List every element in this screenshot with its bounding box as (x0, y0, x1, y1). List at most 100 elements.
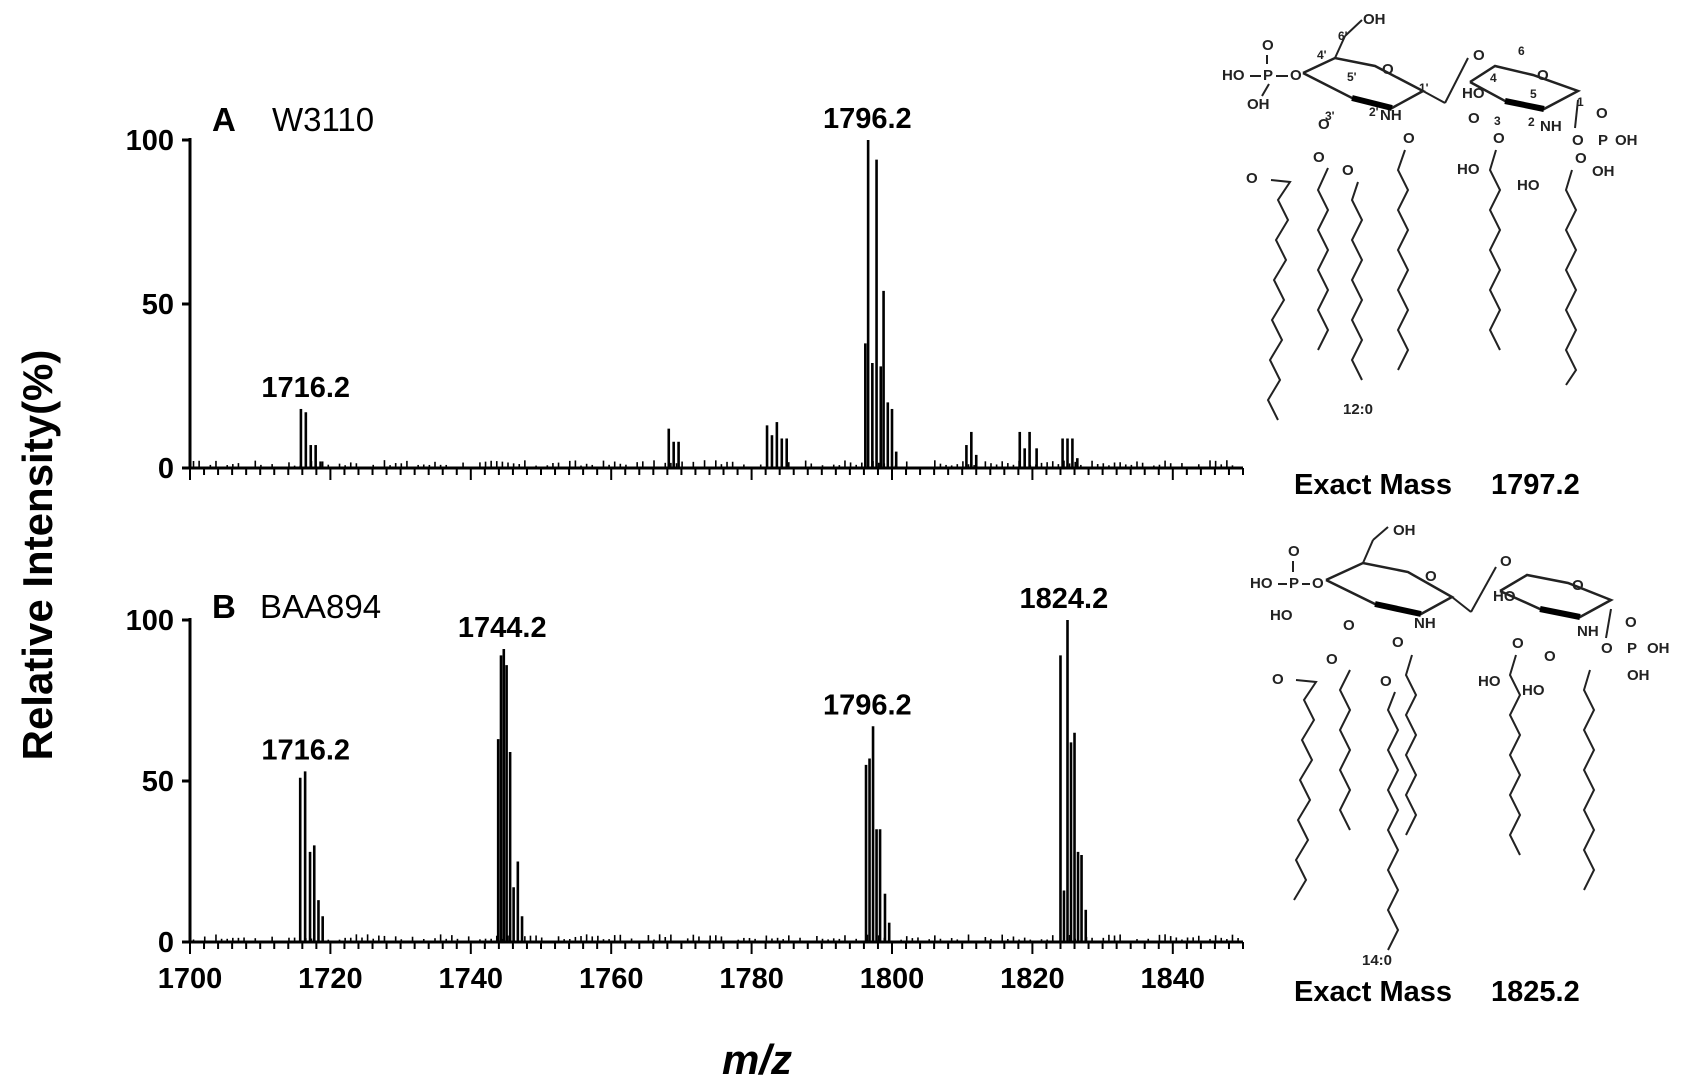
struct-b-atom: O (1601, 640, 1613, 657)
struct-a-atom: OH (1615, 132, 1638, 149)
struct-b-atom: O (1326, 651, 1338, 668)
struct-b-atom: OH (1647, 640, 1670, 657)
struct-b-atom: O (1500, 553, 1512, 570)
struct-a-atom: O (1596, 105, 1608, 122)
struct-a-atom: O (1493, 130, 1505, 147)
struct-a-atom: HO (1222, 67, 1245, 84)
lipid-a-structure-b: HO P O HO O OH O NH O O HO NH O P O OH O… (1250, 522, 1670, 969)
struct-b-atom: O (1392, 634, 1404, 651)
struct-a-atom: NH (1380, 107, 1402, 124)
struct-a-atom: O (1342, 162, 1354, 179)
struct-b-atom: P (1627, 640, 1637, 657)
struct-a-atom: OH (1592, 163, 1615, 180)
x-tick-label: 1740 (439, 963, 504, 995)
struct-b-exact-mass-value: 1825.2 (1491, 976, 1580, 1008)
struct-a-position: 6 (1518, 44, 1525, 58)
panel-b-y-tick-label: 0 (158, 927, 174, 959)
lipid-a-structure-a: HO P O OH O OH O 6' 4' 5' 3' 2' 1' NH O … (1222, 11, 1638, 421)
struct-a-position: 1 (1577, 95, 1584, 109)
x-tick-label: 1840 (1141, 963, 1206, 995)
struct-b-chain-label: 14:0 (1362, 952, 1392, 969)
struct-a-atom: O (1246, 170, 1258, 187)
struct-a-position: 3' (1325, 109, 1335, 123)
panel-a-y-tick-label: 50 (142, 289, 174, 321)
panel-a-letter: A (212, 101, 236, 138)
panel-a-spectrum: A W3110 0 50 100 1716.2 1796.2 (126, 101, 1244, 485)
struct-a-atom: O (1382, 61, 1394, 78)
struct-a-atom: O (1473, 47, 1485, 64)
y-axis-label: Relative Intensity(%) (14, 350, 61, 761)
panel-b-y-tick-label: 50 (142, 766, 174, 798)
struct-b-atom: NH (1414, 615, 1436, 632)
struct-a-chain-label: 12:0 (1343, 401, 1373, 418)
x-tick-label: 1700 (158, 963, 223, 995)
struct-a-atom: P (1598, 132, 1608, 149)
struct-a-exact-mass-label: Exact Mass (1294, 469, 1452, 501)
struct-b-atom: O (1272, 671, 1284, 688)
panel-b-peak-label: 1716.2 (261, 734, 350, 766)
panel-b-letter: B (212, 588, 236, 625)
x-tick-label: 1760 (579, 963, 644, 995)
struct-b-atom: O (1288, 543, 1300, 560)
struct-b-atom: O (1572, 577, 1584, 594)
struct-a-exact-mass-value: 1797.2 (1491, 469, 1580, 501)
struct-a-position: 4 (1490, 71, 1497, 85)
struct-a-position: 3 (1494, 114, 1501, 128)
struct-a-position: 5' (1347, 70, 1357, 84)
struct-a-atom: NH (1540, 118, 1562, 135)
struct-a-atom: HO (1457, 161, 1480, 178)
panel-b-spectrum: B BAA894 0 50 100 1700 1720 1740 1760 1780 1800 1… (126, 583, 1244, 995)
struct-a-position: 4' (1317, 48, 1327, 62)
x-tick-label: 1820 (1000, 963, 1065, 995)
struct-a-position: 2' (1369, 105, 1379, 119)
struct-a-atom: O (1575, 150, 1587, 167)
struct-a-atom: O (1572, 132, 1584, 149)
struct-a-atom: O (1403, 130, 1415, 147)
struct-a-atom: O (1537, 67, 1549, 84)
struct-a-atom: O (1313, 149, 1325, 166)
struct-b-exact-mass-label: Exact Mass (1294, 976, 1452, 1008)
struct-b-atom: O (1425, 568, 1437, 585)
x-axis-label: m/z (722, 1036, 792, 1083)
panel-b-peak-label: 1796.2 (823, 689, 912, 721)
x-tick-label: 1780 (719, 963, 784, 995)
struct-a-position: 6' (1338, 29, 1348, 43)
x-tick-label: 1720 (298, 963, 363, 995)
struct-b-atom: O (1544, 648, 1556, 665)
panel-a-y-tick-label: 100 (126, 125, 174, 157)
struct-a-position: 2 (1528, 115, 1535, 129)
struct-a-atom: HO (1462, 85, 1485, 102)
panel-a-strain: W3110 (272, 101, 374, 138)
struct-b-atom: HO (1270, 607, 1293, 624)
struct-a-position: 1' (1419, 81, 1429, 95)
struct-a-atom: O (1262, 37, 1274, 54)
struct-a-atom: OH (1247, 96, 1270, 113)
struct-b-atom: HO (1478, 673, 1501, 690)
struct-b-atom: O (1312, 575, 1324, 592)
struct-b-atom: OH (1393, 522, 1416, 539)
panel-a-y-tick-label: 0 (158, 453, 174, 485)
struct-b-atom: NH (1577, 623, 1599, 640)
struct-b-atom: O (1512, 635, 1524, 652)
panel-b-peak-label: 1824.2 (1020, 583, 1109, 615)
struct-b-atom: O (1343, 617, 1355, 634)
struct-b-atom: HO (1493, 588, 1516, 605)
struct-b-atom: HO (1522, 682, 1545, 699)
struct-b-atom: O (1380, 673, 1392, 690)
panel-b-strain: BAA894 (260, 588, 381, 625)
struct-a-atom: O (1318, 116, 1330, 133)
panel-a-peak-label: 1796.2 (823, 103, 912, 135)
struct-b-atom: HO (1250, 575, 1273, 592)
struct-a-atom: P (1263, 67, 1273, 84)
struct-b-atom: P (1289, 575, 1299, 592)
panel-b-peak-label: 1744.2 (458, 612, 547, 644)
x-tick-label: 1800 (860, 963, 925, 995)
struct-b-atom: OH (1627, 667, 1650, 684)
panel-b-y-tick-label: 100 (126, 605, 174, 637)
struct-b-atom: O (1625, 614, 1637, 631)
struct-a-atom: O (1290, 67, 1302, 84)
panel-a-peak-label: 1716.2 (261, 372, 350, 404)
struct-a-atom: O (1468, 110, 1480, 127)
struct-a-atom: HO (1517, 177, 1540, 194)
